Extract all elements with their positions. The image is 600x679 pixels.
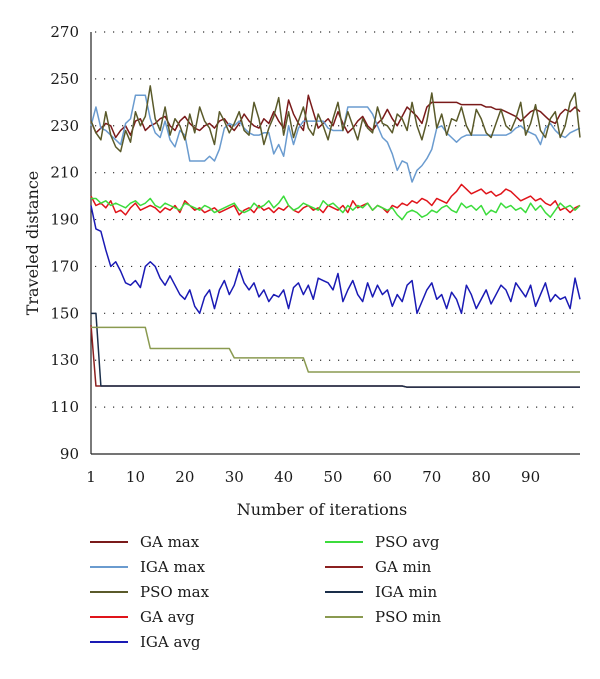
x-tick-label-70: 70 (422, 468, 441, 486)
series-line-iga-min (91, 312, 580, 388)
grid-lines (95, 31, 580, 408)
legend-label-pso-min: PSO min (375, 608, 441, 626)
axes (90, 32, 580, 455)
y-tick-labels: 90 110 130 150 170 190 210 230 250 270 (50, 23, 79, 463)
series-line-pso-avg (91, 195, 581, 221)
legend-label-iga-max: IGA max (140, 558, 206, 576)
x-axis-title: Number of iterations (237, 500, 407, 519)
x-tick-label-1: 1 (86, 468, 96, 486)
legend-label-iga-min: IGA min (375, 583, 438, 601)
x-tick-label-40: 40 (274, 468, 293, 486)
series-line-ga-avg (90, 183, 581, 216)
y-tick-label-250: 250 (50, 70, 79, 88)
legend-label-pso-avg: PSO avg (375, 533, 440, 551)
y-axis-title: Traveled distance (23, 171, 42, 316)
x-tick-label-10: 10 (126, 468, 145, 486)
legend-label-pso-max: PSO max (140, 583, 210, 601)
series-line-pso-min (91, 326, 580, 373)
y-tick-label-210: 210 (50, 164, 79, 182)
series-line-ga-min (90, 324, 580, 388)
x-tick-label-20: 20 (175, 468, 194, 486)
legend-label-ga-min: GA min (375, 558, 432, 576)
x-tick-label-80: 80 (472, 468, 491, 486)
legend-label-iga-avg: IGA avg (140, 633, 201, 651)
x-tick-label-60: 60 (373, 468, 392, 486)
y-tick-label-190: 190 (50, 211, 79, 229)
series-line-pso-max (90, 85, 581, 153)
legend: GA max IGA max PSO max GA avg IGA avg PSO avg… (90, 533, 441, 651)
y-tick-label-230: 230 (50, 117, 79, 135)
x-tick-label-30: 30 (225, 468, 244, 486)
x-tick-label-90: 90 (521, 468, 540, 486)
y-tick-label-90: 90 (60, 445, 79, 463)
series-line-iga-avg (90, 205, 581, 315)
y-tick-label-110: 110 (50, 398, 79, 416)
y-tick-label-150: 150 (50, 304, 79, 322)
legend-label-ga-max: GA max (140, 533, 200, 551)
y-tick-label-130: 130 (50, 351, 79, 369)
x-tick-labels: 1 10 20 30 40 50 60 70 80 90 (86, 468, 540, 486)
y-tick-label-270: 270 (50, 23, 79, 41)
legend-label-ga-avg: GA avg (140, 608, 195, 626)
series-lines (90, 85, 581, 388)
y-tick-label-170: 170 (50, 257, 79, 275)
series-line-iga-max (90, 94, 581, 183)
x-tick-label-50: 50 (323, 468, 342, 486)
